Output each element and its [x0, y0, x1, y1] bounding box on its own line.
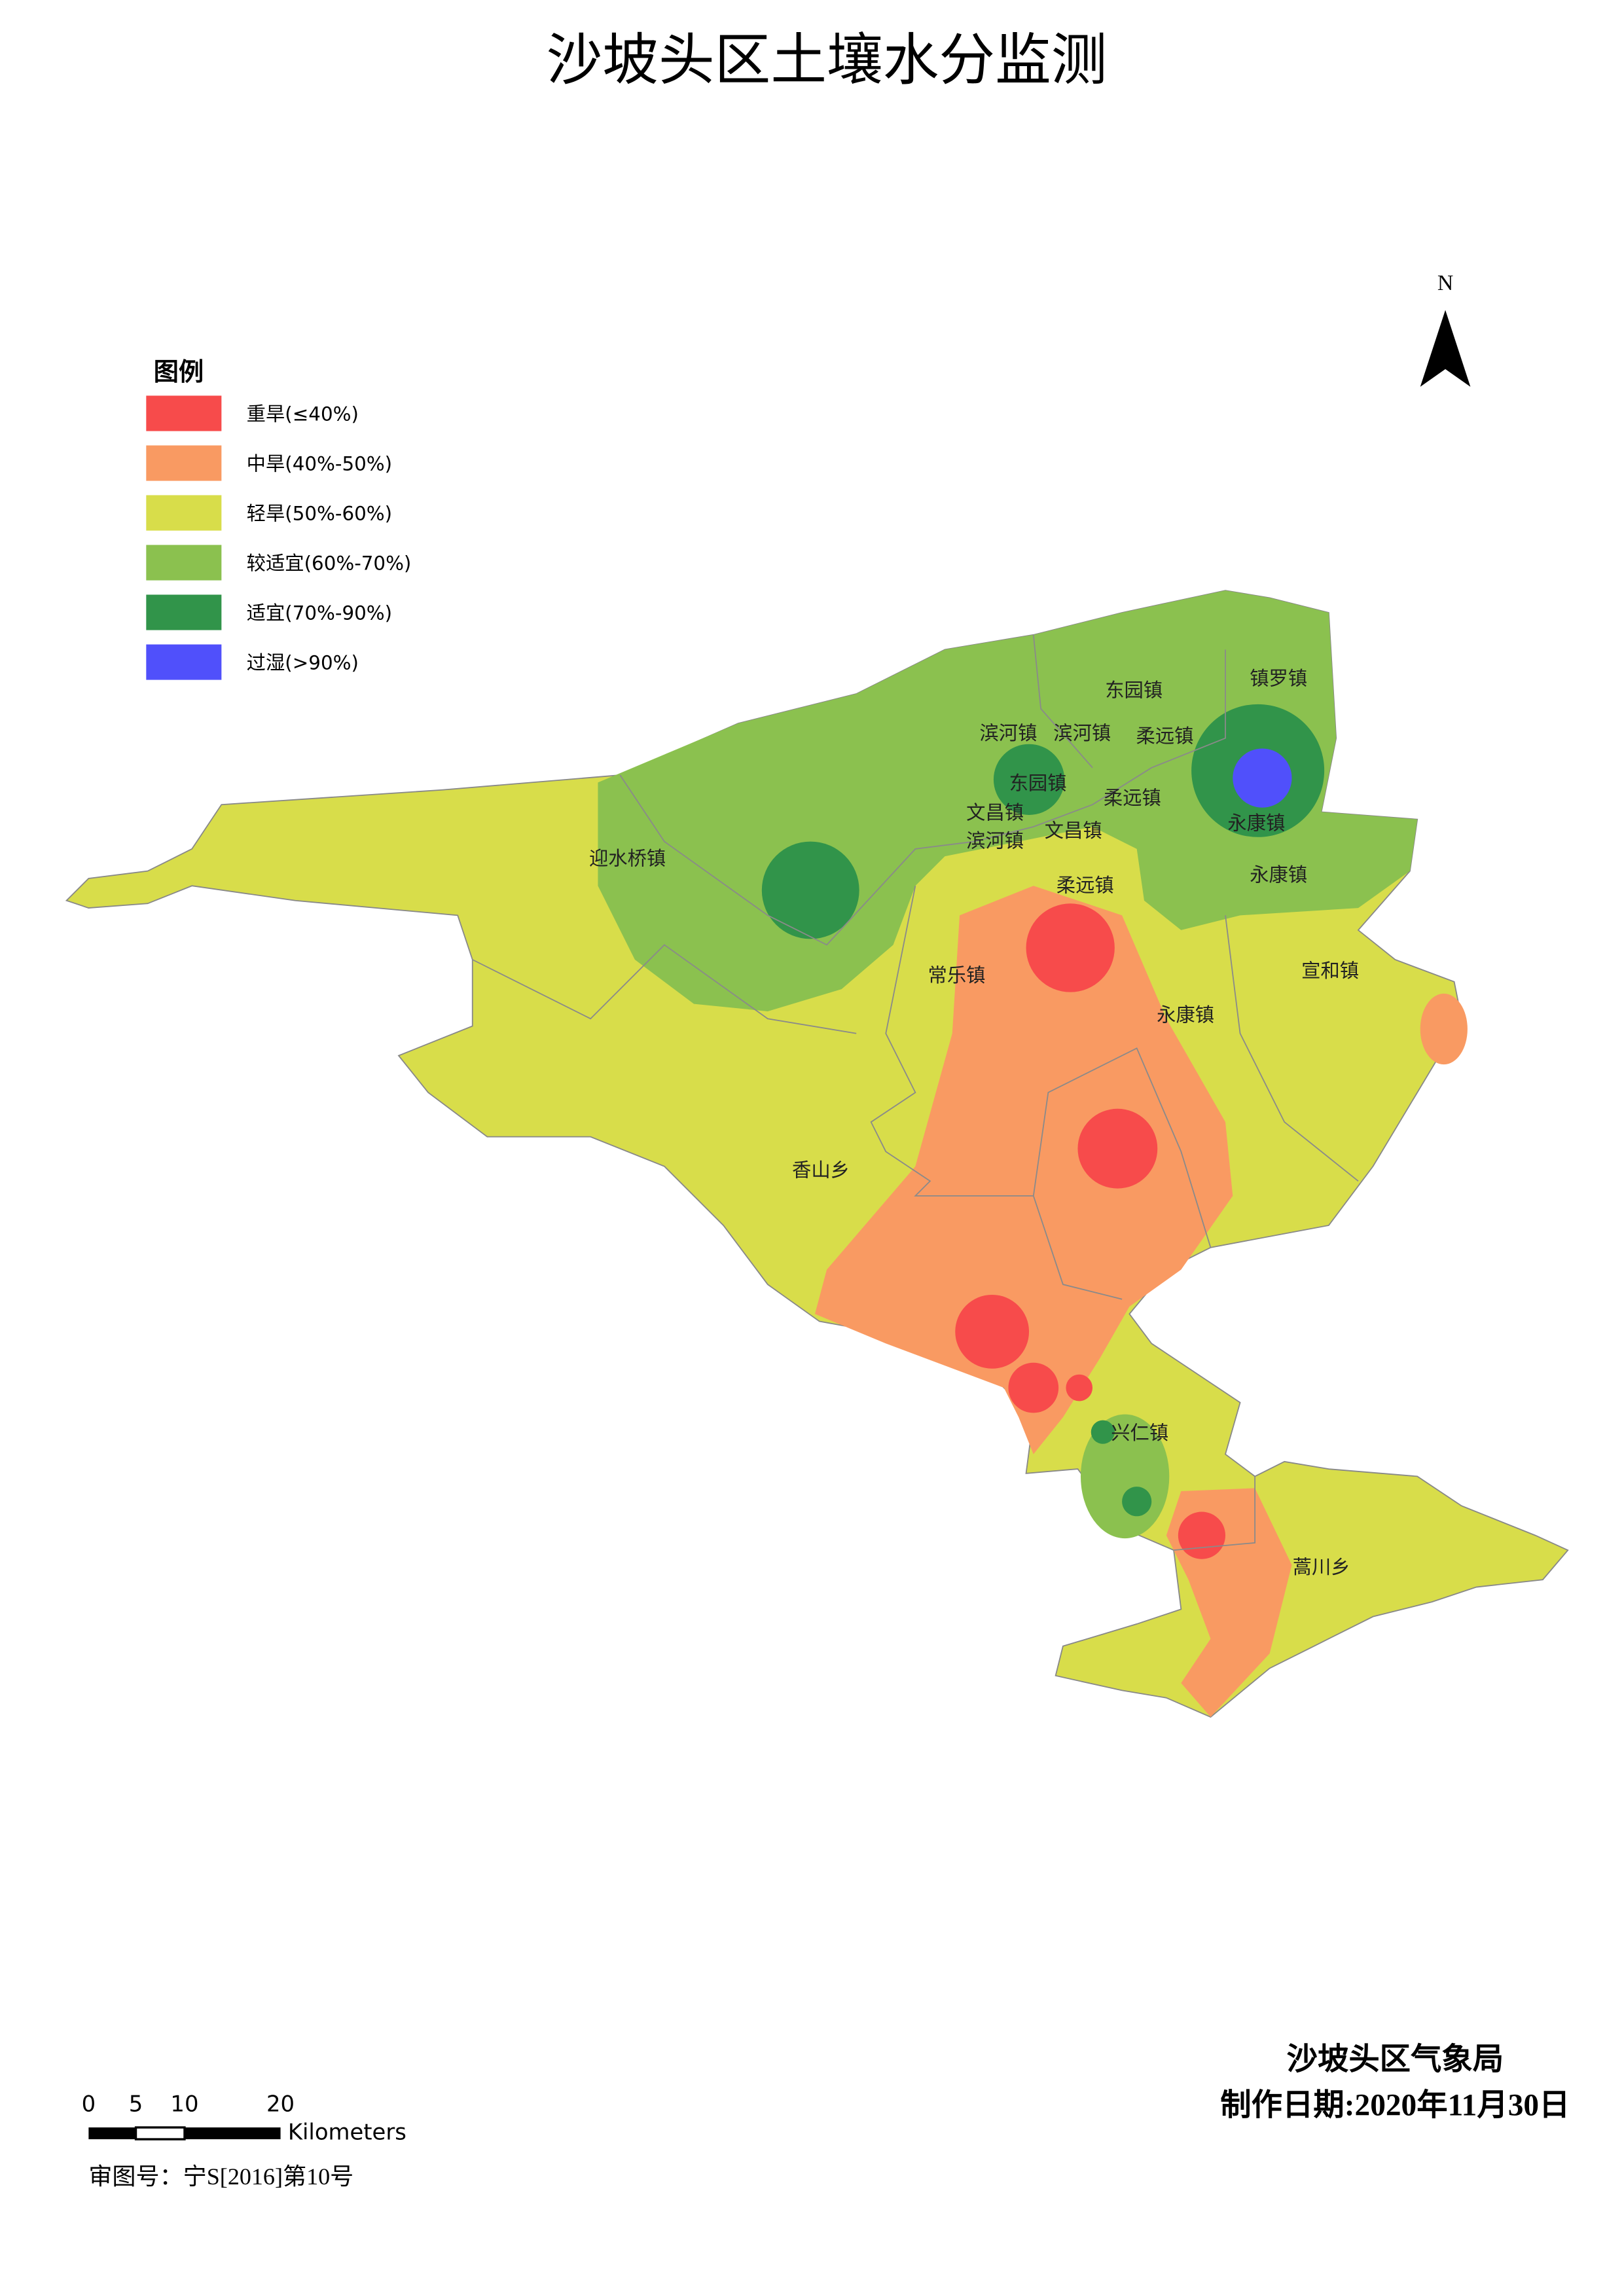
place-label: 宣和镇: [1301, 960, 1359, 982]
legend-swatch: [146, 495, 222, 531]
moderate-drought-zone: [1420, 993, 1468, 1065]
suitable-spot: [761, 841, 859, 939]
production-date: 制作日期:2020年11月30日: [1220, 2088, 1570, 2123]
place-label: 香山乡: [792, 1159, 850, 1182]
legend-label: 重旱(≤40%): [247, 403, 359, 425]
legend-label: 较适宜(60%-70%): [247, 552, 412, 574]
scale-segment: [88, 2127, 136, 2140]
town-borders: [472, 634, 1359, 1551]
place-label: 常乐镇: [928, 964, 986, 986]
severe-drought-spot: [1178, 1511, 1226, 1559]
legend-swatch: [146, 594, 222, 630]
place-label: 镇罗镇: [1250, 667, 1307, 689]
legend-swatch: [146, 445, 222, 481]
scale-tick-label: 5: [129, 2091, 143, 2117]
legend: 图例 重旱(≤40%) 中旱(40%-50%) 轻旱(50%-60%) 较适宜(60%…: [146, 357, 412, 680]
place-label: 永康镇: [1157, 1004, 1214, 1026]
place-label: 滨河镇: [1053, 722, 1111, 744]
place-label: 文昌镇: [1045, 820, 1102, 842]
north-arrow: N: [1420, 271, 1471, 387]
map-title: 沙坡头区土壤水分监测: [547, 29, 1108, 92]
scale-tick-label: 20: [266, 2091, 295, 2117]
legend-swatch: [146, 545, 222, 581]
scale-tick-label: 0: [82, 2091, 96, 2117]
scale-tick-label: 10: [170, 2091, 198, 2117]
map: 东园镇 镇罗镇 滨河镇 滨河镇 柔远镇 东园镇 柔远镇 文昌镇 滨河镇 文昌镇 …: [65, 590, 1569, 1718]
suitable-spot: [1091, 1420, 1115, 1444]
place-label: 柔远镇: [1056, 874, 1114, 896]
legend-label: 轻旱(50%-60%): [247, 502, 392, 524]
place-label: 东园镇: [1009, 772, 1067, 795]
agency: 沙坡头区气象局: [1287, 2042, 1504, 2077]
severe-drought-spot: [1077, 1108, 1158, 1189]
scale-unit: Kilometers: [288, 2120, 406, 2145]
severe-drought-spot: [955, 1294, 1030, 1369]
place-label: 滨河镇: [979, 722, 1037, 744]
review-number: 审图号：宁S[2016]第10号: [88, 2163, 353, 2190]
place-label: 文昌镇: [966, 802, 1024, 824]
over-wet-spot: [1233, 748, 1292, 808]
place-label: 永康镇: [1250, 863, 1307, 886]
legend-title: 图例: [154, 357, 204, 387]
scale-segment: [134, 2126, 186, 2141]
place-label: 永康镇: [1227, 812, 1285, 835]
legend-items: 重旱(≤40%) 中旱(40%-50%) 轻旱(50%-60%) 较适宜(60%-70…: [146, 395, 412, 680]
scale-bar: 0 5 10 20 Kilometers: [82, 2091, 406, 2145]
legend-label: 中旱(40%-50%): [247, 452, 392, 475]
place-label: 蒿川乡: [1293, 1556, 1350, 1578]
place-label: 柔远镇: [1136, 725, 1194, 747]
place-label: 柔远镇: [1104, 787, 1161, 809]
moderate-drought-zone: [815, 886, 1233, 1455]
place-label: 兴仁镇: [1111, 1422, 1168, 1444]
place-label: 东园镇: [1105, 679, 1163, 702]
legend-label: 适宜(70%-90%): [247, 602, 392, 624]
suitable-spot: [1122, 1487, 1152, 1517]
severe-drought-spot: [1026, 903, 1115, 992]
place-label: 滨河镇: [966, 830, 1024, 852]
suitable-spot: [993, 744, 1065, 815]
scale-segment: [184, 2127, 281, 2140]
north-label: N: [1437, 271, 1453, 295]
legend-swatch: [146, 644, 222, 680]
north-arrow-shape: [1420, 310, 1471, 387]
place-label: 迎水桥镇: [589, 848, 666, 870]
severe-drought-spot: [1008, 1362, 1059, 1413]
legend-swatch: [146, 395, 222, 431]
legend-label: 过湿(>90%): [247, 651, 359, 674]
severe-drought-spot: [1066, 1374, 1093, 1401]
